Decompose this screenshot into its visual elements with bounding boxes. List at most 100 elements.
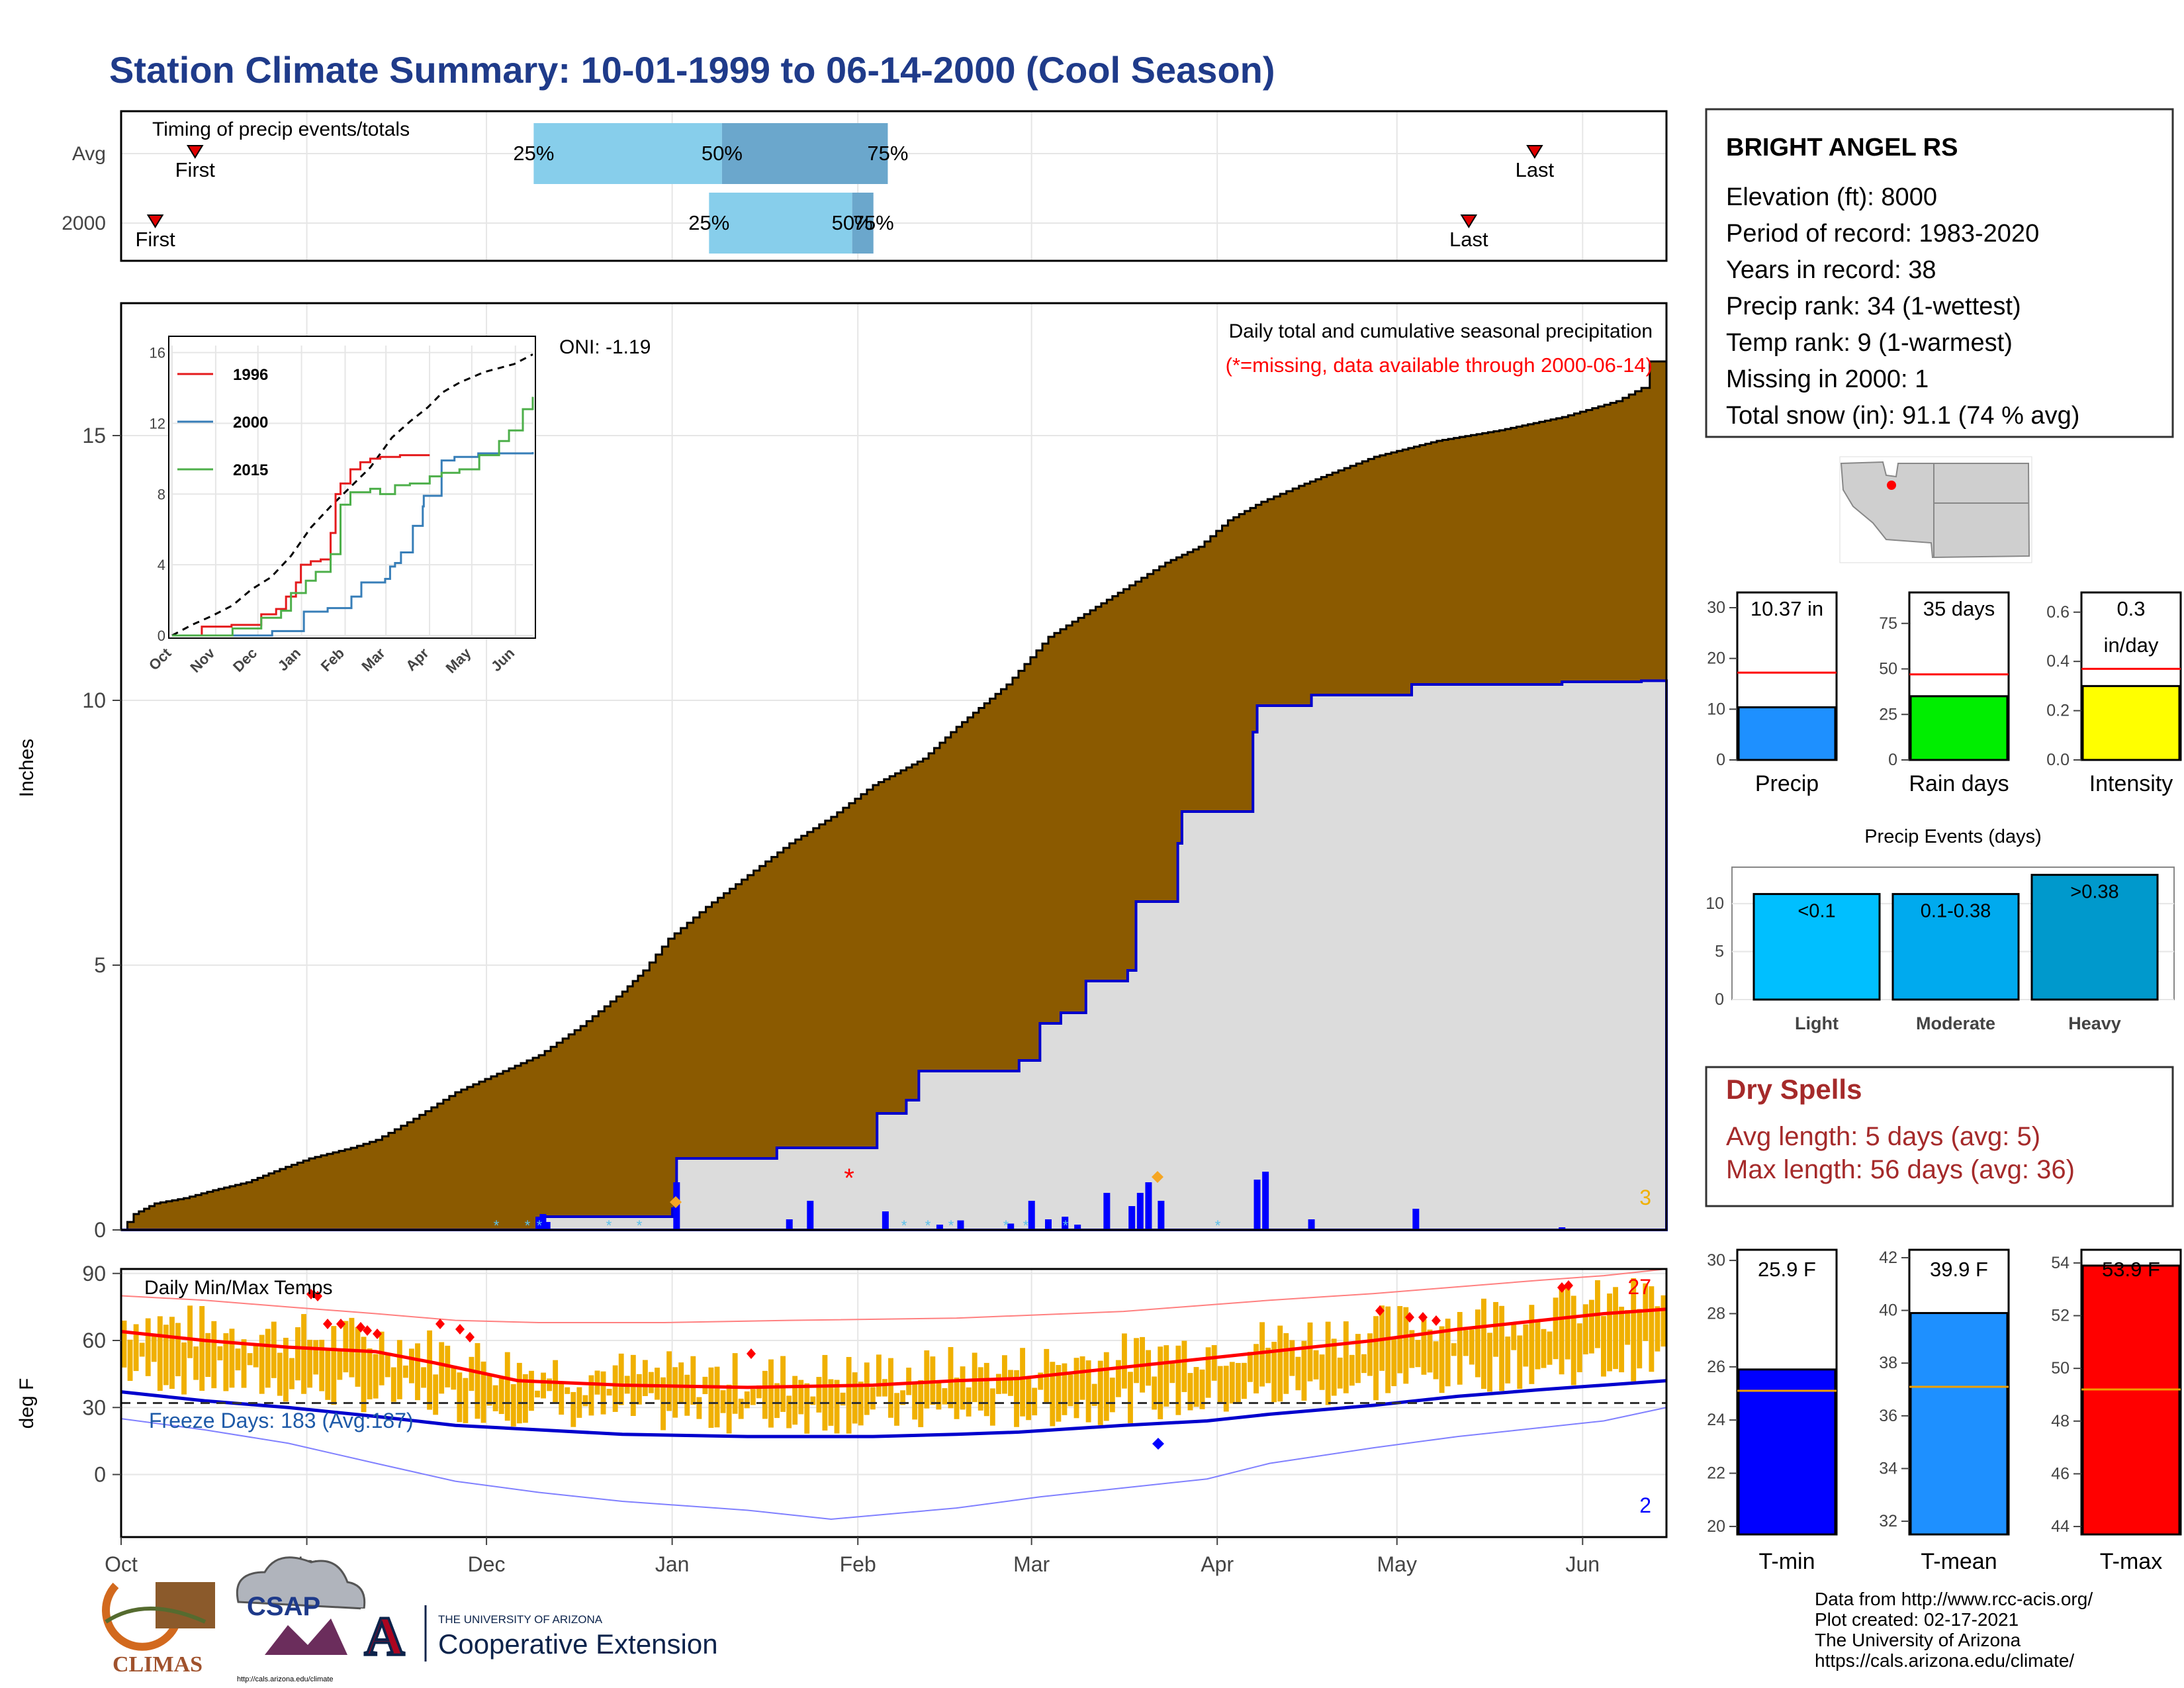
daily-temp-bar bbox=[469, 1356, 475, 1391]
daily-precip-bar bbox=[936, 1225, 943, 1230]
daily-temp-bar bbox=[325, 1349, 331, 1400]
daily-temp-bar bbox=[1128, 1372, 1133, 1424]
precip-y-tick: 10 bbox=[82, 688, 106, 712]
precip-y-tick: 15 bbox=[82, 424, 106, 447]
daily-temp-bar bbox=[846, 1356, 852, 1434]
daily-temp-bar bbox=[942, 1388, 948, 1405]
precip-caption-missing: (*=missing, data available through 2000-… bbox=[1226, 353, 1653, 377]
daily-temp-bar bbox=[1079, 1356, 1085, 1400]
daily-temp-bar bbox=[840, 1392, 846, 1406]
daily-temp-bar bbox=[1511, 1322, 1517, 1350]
daily-temp-bar bbox=[1499, 1305, 1505, 1391]
temp-summary-name: T-max bbox=[2100, 1549, 2162, 1574]
daily-temp-bar bbox=[529, 1370, 534, 1411]
daily-temp-bar bbox=[618, 1353, 624, 1405]
daily-temp-bar bbox=[1588, 1299, 1594, 1354]
daily-temp-bar bbox=[1242, 1362, 1247, 1399]
daily-temp-bar bbox=[1259, 1322, 1265, 1387]
first-event-marker bbox=[146, 214, 164, 228]
daily-temp-bar bbox=[1103, 1352, 1109, 1421]
precip-markers: * bbox=[670, 1164, 1163, 1208]
summary-bar-tick: 0.0 bbox=[2046, 751, 2070, 769]
temp-summary-fill bbox=[2081, 1264, 2181, 1536]
last-event-marker bbox=[1526, 145, 1543, 159]
daily-temp-bar bbox=[559, 1382, 565, 1415]
avg-min-temp-line bbox=[120, 1379, 1667, 1438]
daily-temp-bar bbox=[1661, 1295, 1666, 1347]
precip-y-tick: 0 bbox=[94, 1218, 106, 1242]
daily-temp-bar bbox=[1385, 1306, 1391, 1393]
daily-temp-bar bbox=[1002, 1355, 1007, 1394]
daily-temp-bar bbox=[732, 1353, 738, 1414]
daily-precip-bar bbox=[957, 1220, 964, 1230]
daily-temp-bar bbox=[888, 1358, 893, 1418]
daily-temp-bar bbox=[822, 1354, 828, 1431]
last-event-label: Last bbox=[1516, 158, 1555, 181]
daily-temp-bar bbox=[1175, 1345, 1181, 1415]
daily-temp-bar bbox=[655, 1368, 660, 1400]
daily-temp-bar bbox=[1547, 1331, 1553, 1365]
daily-temp-bar bbox=[1277, 1325, 1283, 1402]
daily-temp-bar bbox=[277, 1352, 283, 1396]
timing-q25-q50-bar bbox=[533, 123, 722, 184]
summary-bar-fill bbox=[2081, 684, 2181, 761]
daily-precip-bar bbox=[1074, 1225, 1081, 1230]
footer-credit-line: https://cals.arizona.edu/climate/ bbox=[1815, 1650, 2074, 1671]
daily-temp-bar bbox=[1570, 1295, 1576, 1385]
temp-summary-tick: 44 bbox=[2051, 1517, 2070, 1536]
daily-temp-bar bbox=[1163, 1345, 1169, 1407]
daily-temp-bar bbox=[498, 1378, 504, 1415]
daily-temp-bar bbox=[954, 1378, 960, 1419]
events-bar-label: <0.1 bbox=[1797, 901, 1835, 922]
daily-precip-bar bbox=[1158, 1201, 1165, 1230]
summary-bar-fill bbox=[1909, 695, 2009, 761]
daily-temp-bar bbox=[948, 1346, 954, 1409]
temp-summary-tick: 20 bbox=[1707, 1517, 1725, 1536]
daily-temp-bar bbox=[960, 1366, 966, 1410]
daily-temp-bar bbox=[439, 1342, 445, 1394]
timing-row-avg-label: Avg bbox=[72, 143, 106, 165]
inset-y-tick: 4 bbox=[158, 557, 165, 573]
daily-temp-bar bbox=[1576, 1323, 1582, 1372]
footer-credit-line: The University of Arizona bbox=[1815, 1630, 2021, 1650]
snow-marker: * bbox=[1003, 1217, 1009, 1234]
daily-temp-bar bbox=[1056, 1365, 1062, 1422]
daily-temp-bar bbox=[235, 1348, 241, 1371]
daily-precip-bar bbox=[1262, 1172, 1269, 1230]
daily-precip-bar bbox=[1253, 1180, 1261, 1230]
daily-temp-bar bbox=[1283, 1333, 1289, 1394]
daily-temp-bar bbox=[547, 1378, 553, 1391]
daily-temp-bar bbox=[804, 1383, 810, 1434]
first-event-label: First bbox=[175, 158, 216, 181]
daily-temp-bar bbox=[1289, 1340, 1295, 1376]
daily-temp-bar bbox=[379, 1331, 385, 1385]
daily-temp-bar bbox=[402, 1365, 408, 1378]
inset-y-tick: 0 bbox=[158, 628, 165, 644]
summary-bar-tick: 75 bbox=[1879, 614, 1897, 633]
daily-temp-bar bbox=[1229, 1362, 1235, 1404]
daily-temp-bar bbox=[900, 1390, 906, 1405]
daily-temp-bar bbox=[289, 1358, 295, 1389]
events-y-tick: 5 bbox=[1715, 943, 1724, 961]
daily-temp-bar bbox=[684, 1374, 690, 1416]
record-high-marker bbox=[1418, 1312, 1428, 1323]
daily-temp-bar bbox=[145, 1318, 151, 1376]
temp-summary-t-max: 53.9 F 44 46 48 50 52 54 T-max bbox=[2051, 1248, 2182, 1574]
daily-temp-bar bbox=[492, 1385, 498, 1411]
summary-bar-name: Intensity bbox=[2089, 771, 2173, 796]
station-name: BRIGHT ANGEL RS bbox=[1726, 134, 1958, 162]
record-high-marker bbox=[1375, 1305, 1385, 1316]
daily-temp-bar bbox=[1505, 1336, 1511, 1383]
events-bar-heavy bbox=[2030, 874, 2159, 1001]
daily-temp-bar bbox=[331, 1326, 337, 1405]
snow-marker: * bbox=[525, 1217, 531, 1234]
daily-temp-bar bbox=[457, 1372, 463, 1423]
daily-precip-bar bbox=[1045, 1219, 1052, 1230]
daily-temp-bar bbox=[1415, 1340, 1421, 1368]
daily-temp-bar bbox=[978, 1367, 983, 1411]
month-tick-label: Jan bbox=[655, 1552, 690, 1576]
daily-temp-bar bbox=[480, 1361, 486, 1423]
ua-extension: Cooperative Extension bbox=[438, 1628, 718, 1660]
daily-temp-bar bbox=[1619, 1307, 1625, 1373]
daily-temp-bar bbox=[253, 1346, 259, 1368]
